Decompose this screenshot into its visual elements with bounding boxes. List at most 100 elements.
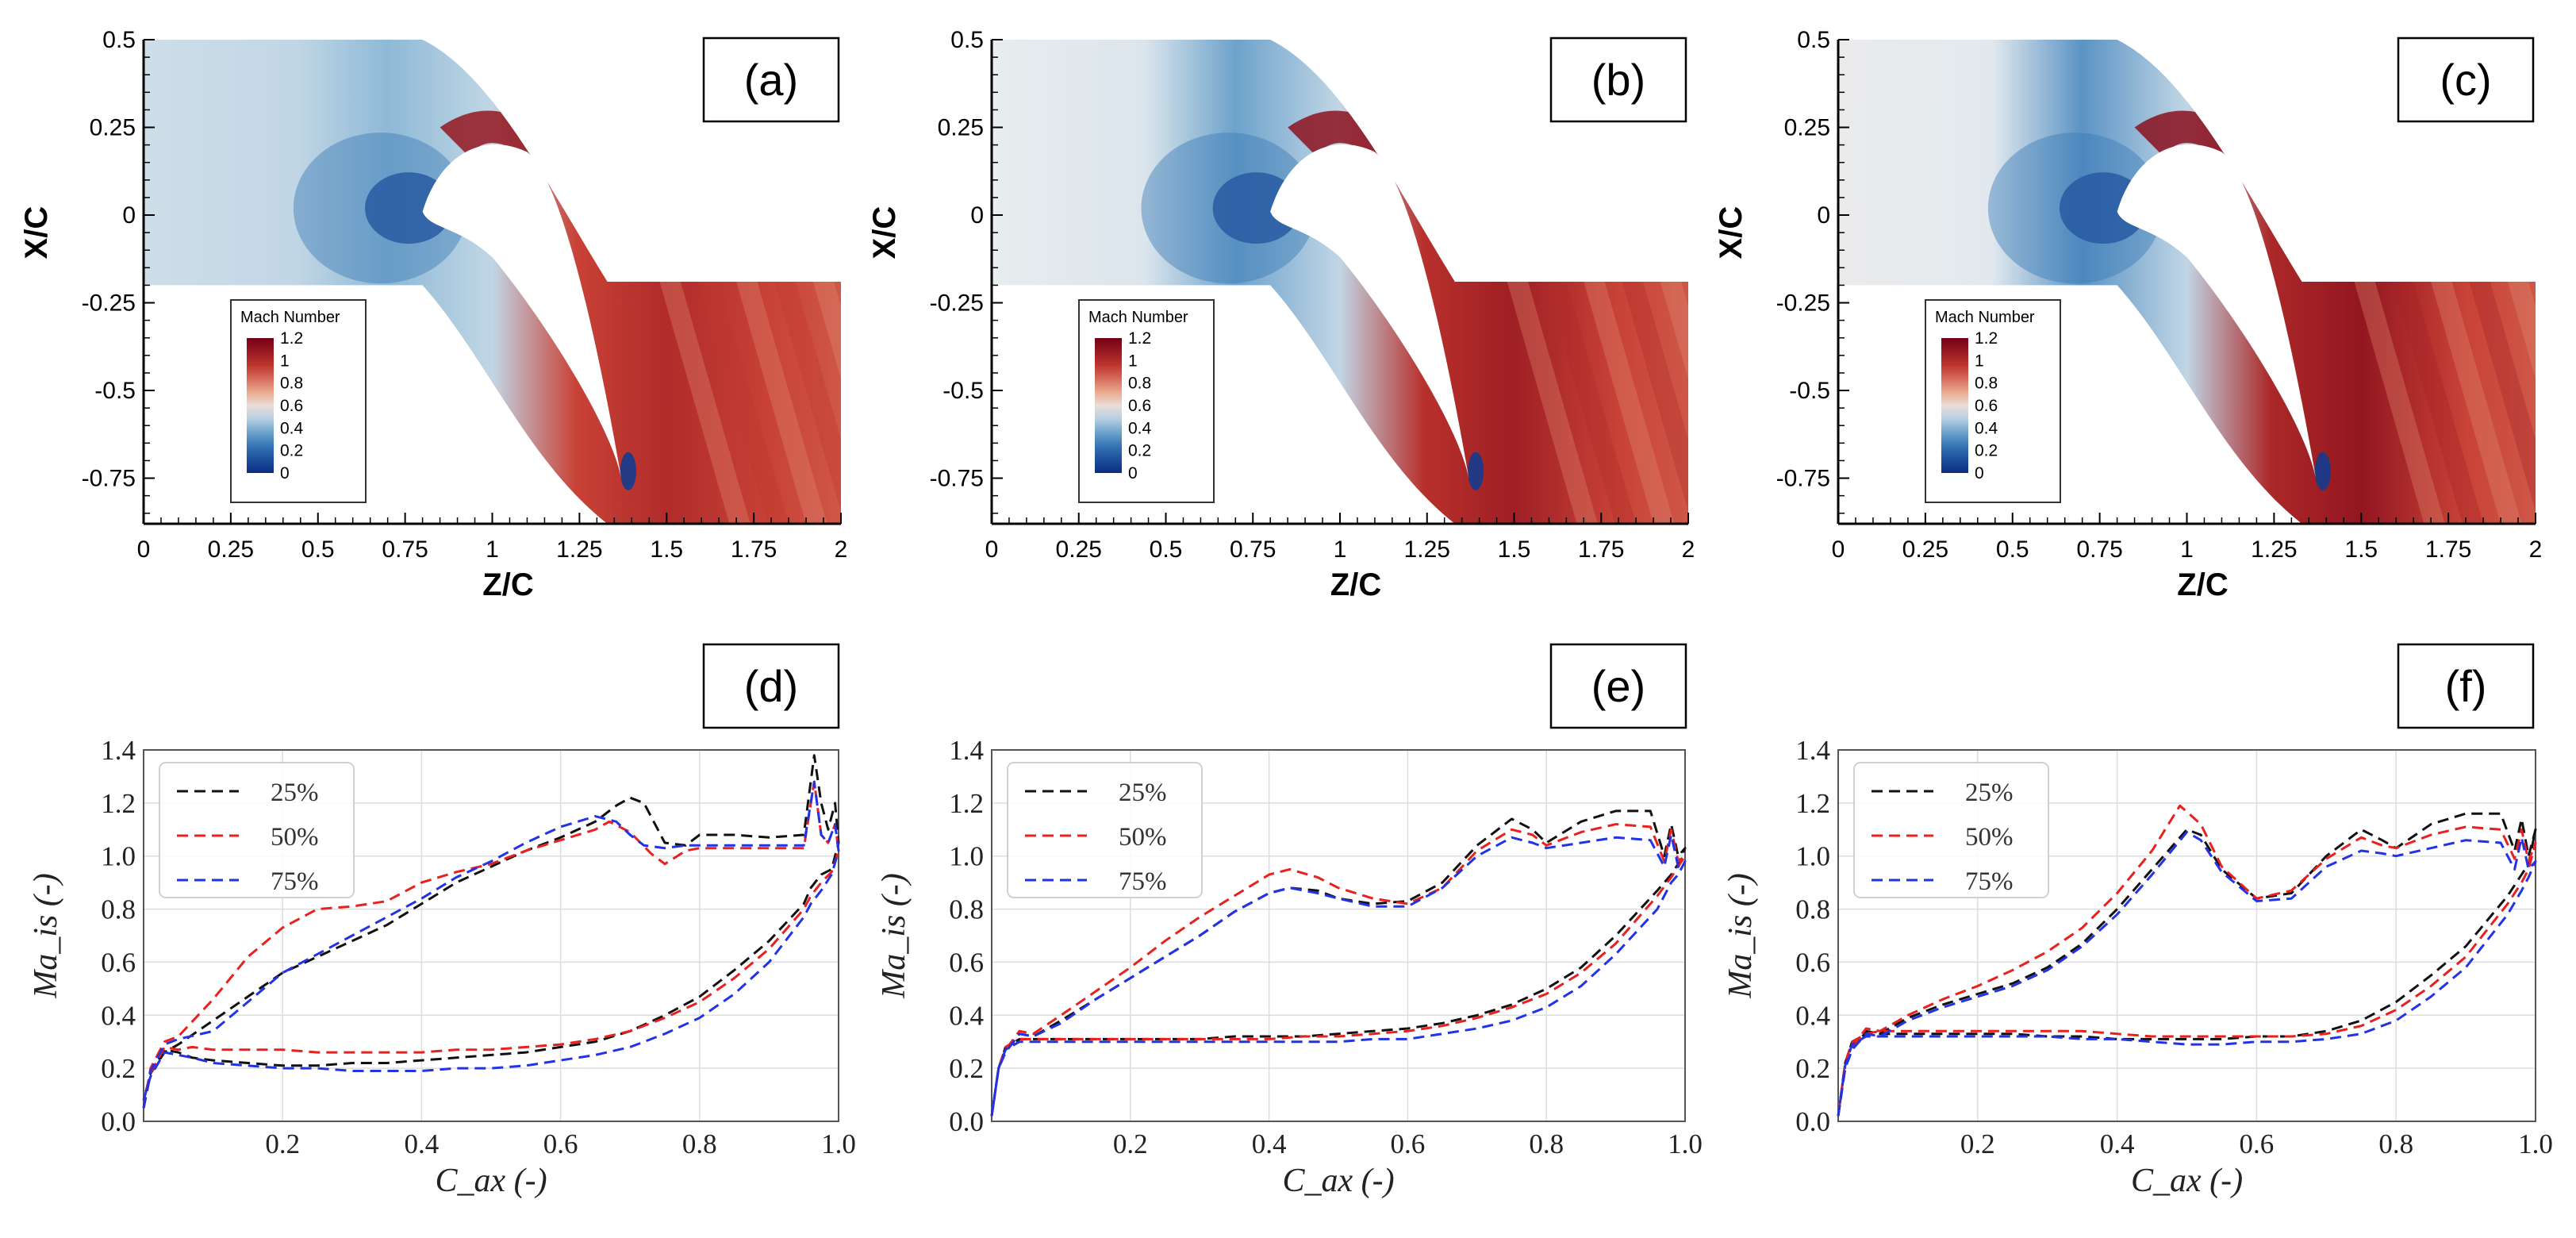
colorbar-tick-label: 0.8 xyxy=(1128,375,1151,393)
legend-box xyxy=(1853,762,2049,898)
y-tick-label: 0.2 xyxy=(1795,1053,1830,1084)
contour-y-tick-label: 0 xyxy=(122,202,136,229)
series-line-75pct xyxy=(990,833,1687,1117)
contour-y-axis-title: X/C xyxy=(1714,206,1749,260)
legend-label: 75% xyxy=(1965,867,2014,896)
series-line-25pct xyxy=(142,754,840,1109)
contour-y-tick-label: -0.25 xyxy=(1776,290,1830,317)
x-tick-label: 0.6 xyxy=(543,1128,578,1159)
x-tick-label: 0.4 xyxy=(1252,1128,1287,1159)
exit-shock-streak xyxy=(1660,282,1688,524)
x-tick-label: 0.2 xyxy=(1960,1128,1995,1159)
colorbar-tick-label: 1.2 xyxy=(1975,329,1998,348)
contour-y-tick-label: 0.5 xyxy=(1797,27,1830,53)
y-tick-label: 1.4 xyxy=(101,735,136,766)
panel-label-box xyxy=(1549,37,1687,123)
contour-x-tick-label: 2 xyxy=(835,536,848,563)
colorbar-tick-label: 0.8 xyxy=(1975,375,1998,393)
contour-x-tick-label: 0.75 xyxy=(2076,536,2122,563)
contour-x-tick-label: 0.5 xyxy=(1150,536,1183,563)
colorbar-tick-label: 0.8 xyxy=(280,375,303,393)
y-tick-label: 1.0 xyxy=(101,841,136,872)
y-tick-label: 0.6 xyxy=(1795,947,1830,978)
contour-x-tick-label: 0.5 xyxy=(301,536,335,563)
panel-label: (a) xyxy=(744,55,798,105)
line-chart-3: 0.0 0.2 0.4 0.6 0.8 1.0 1.2 1.4 0.2 0.4 0.6 0.8 1.0 2… xyxy=(1722,643,2553,1199)
contour-x-tick-label: 1 xyxy=(486,536,499,563)
exit-shock-streak xyxy=(812,282,841,524)
contour-y-tick-label: -0.5 xyxy=(94,378,136,404)
legend-box xyxy=(159,762,355,898)
panel-label: (f) xyxy=(2445,661,2487,711)
y-tick-label: 0.6 xyxy=(101,947,136,978)
exit-shock-streak xyxy=(2469,282,2536,524)
exit-shock-streak xyxy=(1545,282,1637,524)
colorbar-title: Mach Number xyxy=(240,309,340,326)
trailing-edge-wake xyxy=(1468,452,1484,490)
colorbar-tick-label: 0.2 xyxy=(1975,442,1998,460)
x-tick-label: 0.8 xyxy=(2378,1128,2413,1159)
contour-y-tick-label: 0.25 xyxy=(938,115,984,141)
panel-label: (c) xyxy=(2440,55,2491,105)
stagnation-halo xyxy=(293,133,468,284)
contour-y-tick-label: -0.25 xyxy=(82,290,136,317)
exit-shock-streak xyxy=(659,282,751,524)
y-tick-label: 1.0 xyxy=(949,841,984,872)
x-tick-label: 0.8 xyxy=(1529,1128,1564,1159)
x-tick-label: 0.2 xyxy=(1113,1128,1148,1159)
panel-label: (e) xyxy=(1591,661,1645,711)
legend-label: 25% xyxy=(1965,779,2014,807)
panel-label: (d) xyxy=(744,661,798,711)
exit-shock-streak xyxy=(774,282,841,524)
y-tick-label: 0.4 xyxy=(101,1000,136,1031)
colorbar-tick-label: 0 xyxy=(1128,464,1138,483)
legend-label: 25% xyxy=(271,779,319,807)
stagnation-region xyxy=(1212,172,1300,244)
exit-shock-streak xyxy=(2507,282,2536,524)
y-tick-label: 0.6 xyxy=(949,947,984,978)
x-axis-title: C_ax (-) xyxy=(435,1163,547,1199)
plot-frame xyxy=(991,749,1686,1122)
colorbar-tick-label: 0.6 xyxy=(1128,397,1151,415)
colorbar-tick-label: 0.4 xyxy=(280,419,304,437)
contour-x-tick-label: 0.5 xyxy=(1996,536,2029,563)
y-tick-label: 0.8 xyxy=(101,894,136,925)
colorbar-strip xyxy=(247,338,274,473)
trailing-edge-wake xyxy=(620,452,636,490)
y-tick-label: 0.8 xyxy=(949,894,984,925)
contour-x-tick-label: 1.75 xyxy=(731,536,777,563)
x-tick-label: 0.8 xyxy=(682,1128,717,1159)
contour-x-tick-label: 1 xyxy=(2180,536,2194,563)
panel-label: (b) xyxy=(1591,55,1645,105)
contour-x-tick-label: 1.5 xyxy=(1498,536,1531,563)
contour-y-axis-title: X/C xyxy=(867,206,902,260)
contour-x-tick-label: 1.75 xyxy=(1578,536,1624,563)
y-tick-label: 0.4 xyxy=(1795,1000,1830,1031)
contour-x-tick-label: 0 xyxy=(985,536,999,563)
contour-x-tick-label: 1.25 xyxy=(1404,536,1450,563)
x-tick-label: 1.0 xyxy=(1668,1128,1703,1159)
blade-profile xyxy=(1270,144,1469,479)
colorbar-strip xyxy=(1095,338,1122,473)
exit-shock-streak xyxy=(2431,282,2522,524)
contour-x-tick-label: 1.25 xyxy=(2251,536,2297,563)
blade-profile xyxy=(2117,144,2317,479)
contour-x-axis-title: Z/C xyxy=(2177,567,2228,602)
y-tick-label: 1.4 xyxy=(1795,735,1830,766)
contour-y-tick-label: -0.75 xyxy=(930,466,984,492)
colorbar-tick-label: 0.6 xyxy=(280,397,303,415)
series-line-25pct xyxy=(990,809,1687,1117)
y-tick-label: 0.2 xyxy=(101,1053,136,1084)
x-tick-label: 1.0 xyxy=(2518,1128,2553,1159)
y-tick-label: 1.2 xyxy=(949,788,984,819)
contour-panel-1: 0 0.25 0.5 0.75 1 1.25 1.5 1.75 2 0.5 0.25 0 -0.25 -0… xyxy=(19,27,848,602)
exit-shock-streak xyxy=(1622,282,1688,524)
contour-x-tick-label: 0.25 xyxy=(208,536,254,563)
series-line-75pct xyxy=(142,780,840,1109)
colorbar-tick-label: 1.2 xyxy=(1128,329,1151,348)
contour-y-tick-label: -0.75 xyxy=(82,466,136,492)
y-tick-label: 0.4 xyxy=(949,1000,984,1031)
exit-shock-streak xyxy=(1584,282,1675,524)
series-line-75pct xyxy=(1837,831,2537,1117)
contour-x-tick-label: 1.5 xyxy=(2344,536,2378,563)
